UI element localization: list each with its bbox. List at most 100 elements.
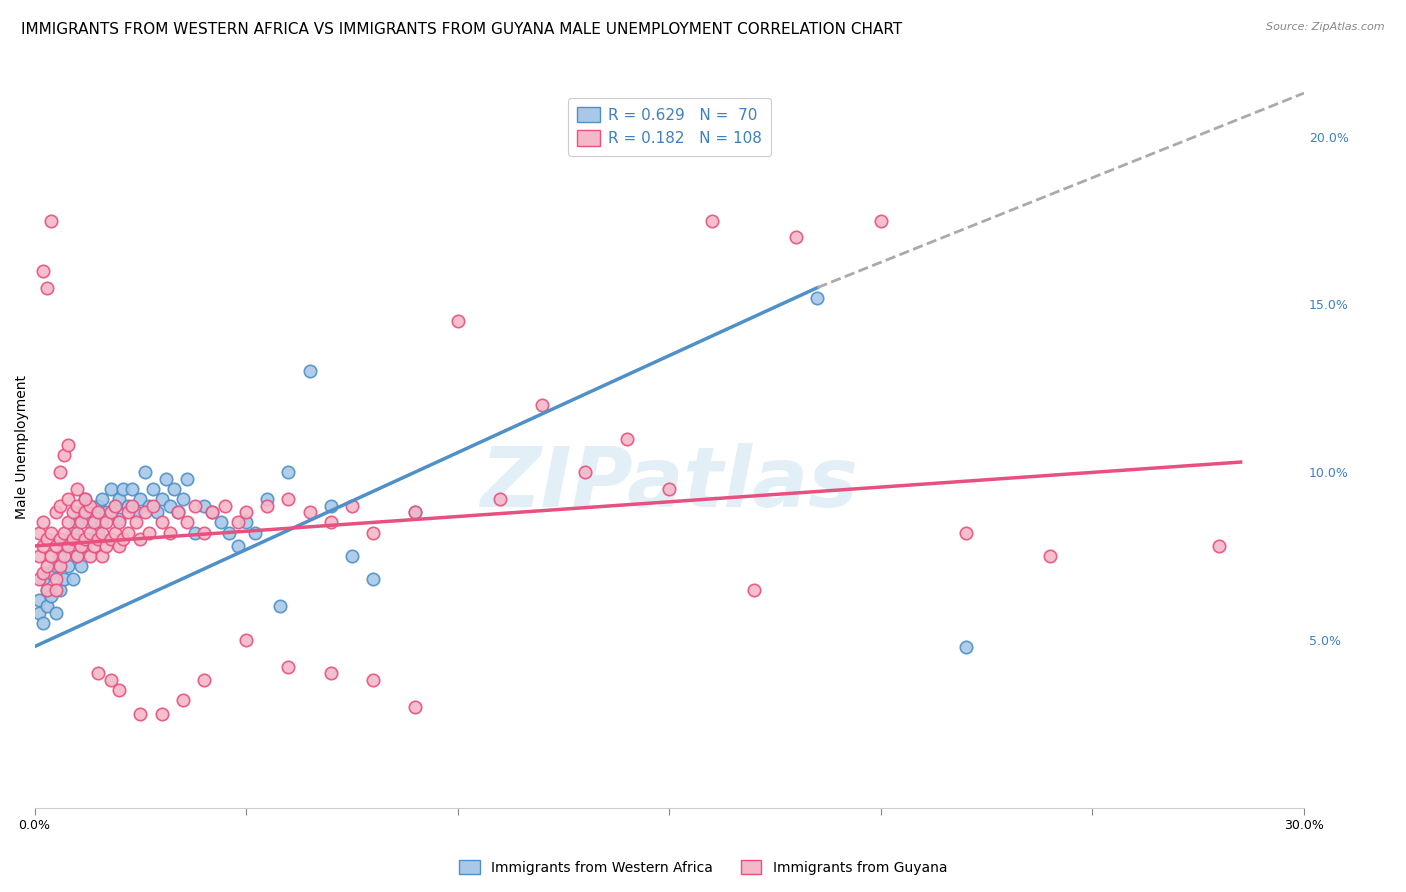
Point [243,525,266,540]
Point [129,706,152,721]
Point [361,573,384,587]
Point [404,700,426,714]
Point [49,582,72,597]
Point [447,314,470,328]
Point [193,525,215,540]
Point [172,693,194,707]
Point [75,533,97,547]
Point [108,539,131,553]
Point [91,525,114,540]
Point [134,505,156,519]
Point [319,499,342,513]
Point [53,448,76,462]
Text: Source: ZipAtlas.com: Source: ZipAtlas.com [1267,22,1385,32]
Point [574,465,596,479]
Point [96,539,118,553]
Point [75,539,97,553]
Point [150,516,173,530]
Point [955,640,977,654]
Point [361,673,384,687]
Point [41,566,63,580]
Point [104,499,127,513]
Point [28,606,51,620]
Point [256,499,278,513]
Point [226,516,249,530]
Point [214,499,236,513]
Point [62,525,84,540]
Point [75,491,97,506]
Point [340,549,363,563]
Point [269,599,291,614]
Point [83,539,105,553]
Point [112,482,135,496]
Point [70,516,93,530]
Point [37,533,59,547]
Point [53,539,76,553]
Point [91,491,114,506]
Point [58,516,80,530]
Point [112,533,135,547]
Point [277,491,299,506]
Point [104,525,127,540]
Point [1039,549,1062,563]
Point [159,499,181,513]
Point [159,525,181,540]
Point [66,482,89,496]
Point [41,525,63,540]
Point [142,499,165,513]
Point [37,559,59,574]
Point [62,573,84,587]
Point [176,516,198,530]
Point [45,573,67,587]
Point [100,482,122,496]
Point [66,549,89,563]
Point [62,505,84,519]
Point [32,573,55,587]
Point [87,499,110,513]
Point [121,499,143,513]
Point [70,559,93,574]
Point [209,516,232,530]
Point [87,525,110,540]
Point [108,491,131,506]
Point [79,533,101,547]
Point [256,491,278,506]
Point [49,499,72,513]
Point [117,499,139,513]
Point [100,673,122,687]
Point [91,516,114,530]
Legend: Immigrants from Western Africa, Immigrants from Guyana: Immigrants from Western Africa, Immigran… [453,855,953,880]
Point [66,499,89,513]
Point [129,491,152,506]
Point [45,505,67,519]
Point [340,499,363,513]
Point [806,291,828,305]
Point [49,533,72,547]
Point [100,533,122,547]
Point [53,573,76,587]
Point [1208,539,1230,553]
Point [658,482,681,496]
Point [32,516,55,530]
Point [53,549,76,563]
Point [83,505,105,519]
Point [700,213,723,227]
Point [87,533,110,547]
Point [58,533,80,547]
Text: IMMIGRANTS FROM WESTERN AFRICA VS IMMIGRANTS FROM GUYANA MALE UNEMPLOYMENT CORRE: IMMIGRANTS FROM WESTERN AFRICA VS IMMIGR… [21,22,903,37]
Point [201,505,224,519]
Point [298,364,321,378]
Point [41,549,63,563]
Point [138,499,160,513]
Point [235,505,257,519]
Point [870,213,893,227]
Point [742,582,765,597]
Point [79,525,101,540]
Point [41,213,63,227]
Point [45,582,67,597]
Point [404,505,426,519]
Point [108,516,131,530]
Point [66,525,89,540]
Point [167,505,190,519]
Point [218,525,240,540]
